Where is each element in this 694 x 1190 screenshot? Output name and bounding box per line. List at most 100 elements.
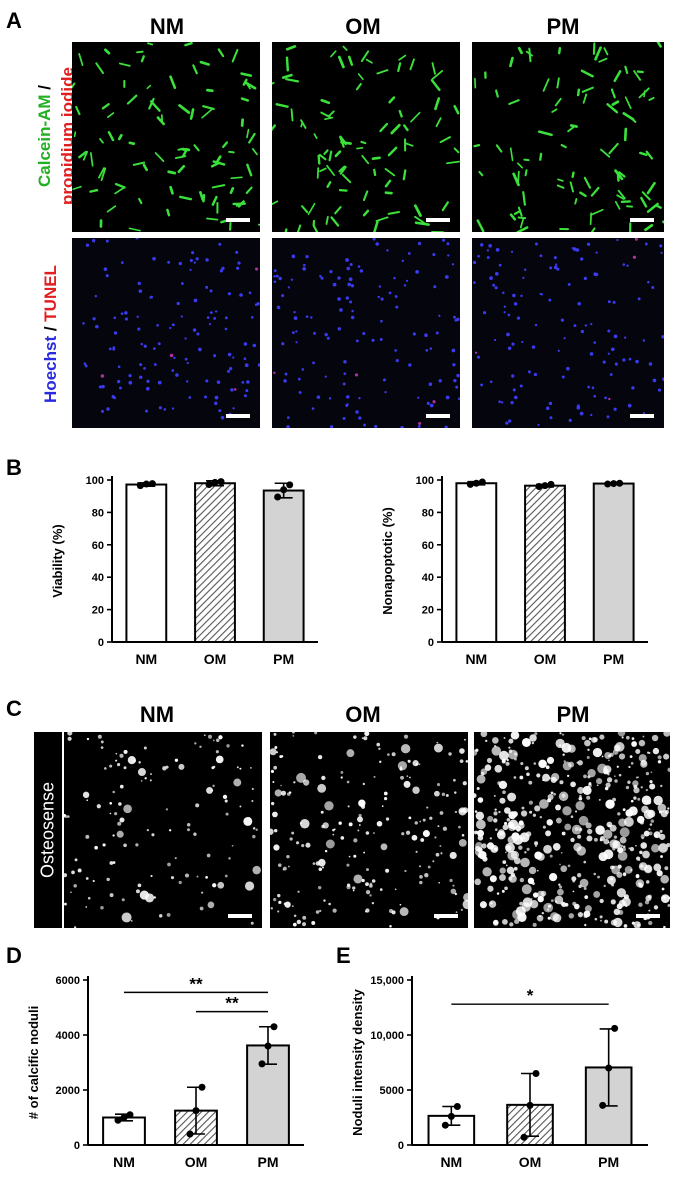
nodule-mark <box>543 902 554 913</box>
nucleus-mark <box>357 265 361 268</box>
nucleus-mark <box>631 386 635 390</box>
nodule-mark <box>611 883 614 887</box>
nodule-mark <box>94 845 98 850</box>
nodule-mark <box>657 760 662 764</box>
nucleus-mark <box>139 375 143 379</box>
nucleus-mark <box>103 267 108 271</box>
nodule-mark <box>391 752 396 757</box>
nucleus-mark <box>281 342 285 346</box>
cell-mark <box>410 111 421 123</box>
nodule-mark <box>516 828 520 832</box>
nucleus-mark <box>548 298 552 302</box>
nodule-mark <box>619 827 630 838</box>
nodule-mark <box>166 913 171 917</box>
bar-nm <box>102 1116 146 1146</box>
nodule-mark <box>585 787 589 791</box>
nodule-mark <box>399 903 402 906</box>
data-point <box>466 480 474 488</box>
nodule-mark <box>311 920 316 925</box>
nucleus-mark <box>326 336 330 340</box>
nodule-mark <box>524 766 529 771</box>
nucleus-mark <box>254 303 258 306</box>
nodule-mark <box>100 740 104 744</box>
cell-mark <box>435 117 442 128</box>
nucleus-mark <box>291 331 295 335</box>
cell-mark <box>326 181 332 188</box>
nodule-mark <box>502 824 509 831</box>
nucleus-mark <box>561 375 565 379</box>
nucleus-mark <box>444 275 449 279</box>
nucleus-mark <box>204 395 208 399</box>
nodule-mark <box>508 746 511 749</box>
nodule-mark <box>494 828 498 831</box>
nodule-mark <box>433 743 443 753</box>
nucleus-mark <box>432 400 436 404</box>
nucleus-mark <box>188 396 192 399</box>
cell-mark <box>114 186 126 195</box>
nodule-mark <box>505 851 507 854</box>
nodule-mark <box>117 821 122 826</box>
nodule-mark <box>609 754 612 757</box>
nodule-mark <box>532 813 537 817</box>
nodule-mark <box>653 905 659 910</box>
nodule-mark <box>510 732 520 740</box>
cell-mark <box>138 197 143 205</box>
cell-mark <box>355 82 362 91</box>
nodule-mark <box>222 794 228 800</box>
nodule-mark <box>97 734 102 739</box>
nodule-mark <box>412 760 419 767</box>
nodule-mark <box>505 864 508 867</box>
cell-mark <box>106 205 117 213</box>
nodule-mark <box>578 815 589 826</box>
nodule-mark <box>251 799 254 802</box>
nucleus-mark <box>476 355 481 359</box>
nucleus-mark <box>255 267 259 271</box>
cell-mark <box>360 140 367 145</box>
cell-mark <box>146 84 152 90</box>
nucleus-mark <box>593 272 598 276</box>
nodule-mark <box>503 737 506 739</box>
nodule-mark <box>489 901 493 905</box>
nodule-mark <box>389 924 392 928</box>
nucleus-mark <box>198 347 202 352</box>
nodule-mark <box>624 865 633 874</box>
nodule-mark <box>150 874 153 878</box>
row-label-calcein-pi: Calcein-AM / <box>35 61 55 211</box>
nodule-mark <box>636 856 641 861</box>
nucleus-mark <box>106 407 110 411</box>
nucleus-mark <box>587 385 591 389</box>
nucleus-mark <box>486 256 490 259</box>
nucleus-mark <box>189 258 193 263</box>
cell-mark <box>617 189 626 200</box>
nucleus-mark <box>473 281 476 284</box>
cell-mark <box>439 136 451 144</box>
nodule-mark <box>645 895 652 902</box>
nodule-mark <box>414 821 418 825</box>
cell-mark <box>285 45 297 51</box>
nucleus-mark <box>328 397 332 400</box>
nodule-mark <box>252 865 261 875</box>
nodule-mark <box>582 785 592 795</box>
nodule-mark <box>533 762 537 765</box>
nodule-mark <box>460 908 464 912</box>
nodule-mark <box>406 775 409 777</box>
nodule-mark <box>644 800 647 803</box>
nodule-mark <box>224 874 228 878</box>
data-point <box>453 1103 461 1110</box>
nucleus-mark <box>652 378 657 383</box>
nodule-mark <box>550 791 554 795</box>
cell-mark <box>231 48 239 63</box>
nucleus-mark <box>590 322 593 326</box>
nodule-mark <box>241 744 244 747</box>
cell-mark <box>178 104 191 114</box>
nodule-mark <box>620 844 624 848</box>
cell-mark <box>357 73 364 81</box>
data-point <box>605 1064 613 1072</box>
nodule-mark <box>385 817 390 821</box>
cell-mark <box>338 165 346 173</box>
cell-mark <box>317 154 321 165</box>
nodule-mark <box>71 870 75 875</box>
nucleus-mark <box>555 263 558 266</box>
nodule-mark <box>651 844 660 853</box>
nucleus-mark <box>205 379 209 383</box>
